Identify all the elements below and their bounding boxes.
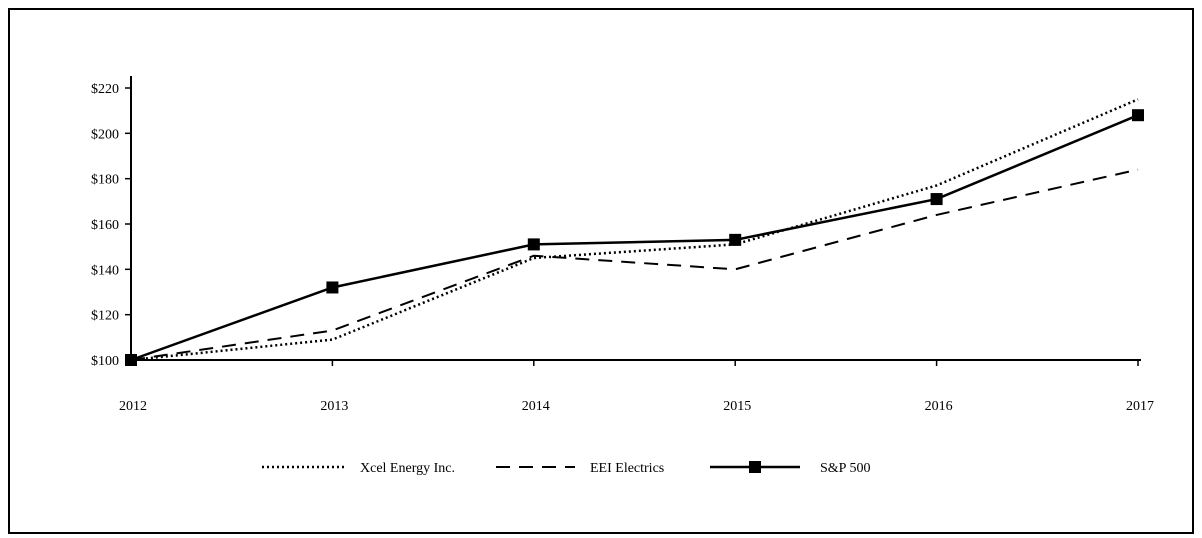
x-tick-label: 2016	[925, 399, 953, 414]
series-marker	[930, 193, 943, 206]
legend: Xcel Energy Inc. EEI Electrics S&P 500	[262, 461, 870, 476]
series-marker	[1132, 109, 1144, 122]
legend-label-2: EEI Electrics	[590, 461, 664, 476]
y-tick-label: $180	[91, 173, 119, 188]
x-tick-label: 2012	[119, 399, 147, 414]
y-tick-label: $140	[91, 263, 119, 278]
series-line-2	[130, 168, 1139, 361]
series-group	[125, 98, 1144, 366]
series-marker	[527, 238, 540, 251]
y-tick-label: $100	[91, 354, 119, 369]
series-marker	[326, 281, 339, 294]
x-tick-label: 2014	[522, 399, 550, 414]
series-line-1	[130, 98, 1139, 362]
legend-label-3: S&P 500	[820, 461, 870, 476]
legend-marker	[749, 461, 761, 473]
chart-frame	[8, 8, 1194, 534]
axes	[130, 76, 1141, 361]
series-marker	[125, 354, 137, 366]
series-line-3	[130, 114, 1139, 362]
x-tick-label: 2017	[1126, 399, 1154, 414]
series-marker	[729, 233, 742, 246]
x-ticks: 2012 2013 2014 2015 2016 2017	[119, 360, 1154, 414]
y-tick-label: $220	[91, 82, 119, 97]
y-ticks: $100 $120 $140 $160 $180 $200 $220	[91, 82, 131, 369]
x-tick-label: 2013	[320, 399, 348, 414]
y-tick-label: $120	[91, 309, 119, 324]
x-tick-label: 2015	[723, 399, 751, 414]
y-tick-label: $160	[91, 218, 119, 233]
legend-label-1: Xcel Energy Inc.	[360, 461, 455, 476]
y-tick-label: $200	[91, 127, 119, 142]
